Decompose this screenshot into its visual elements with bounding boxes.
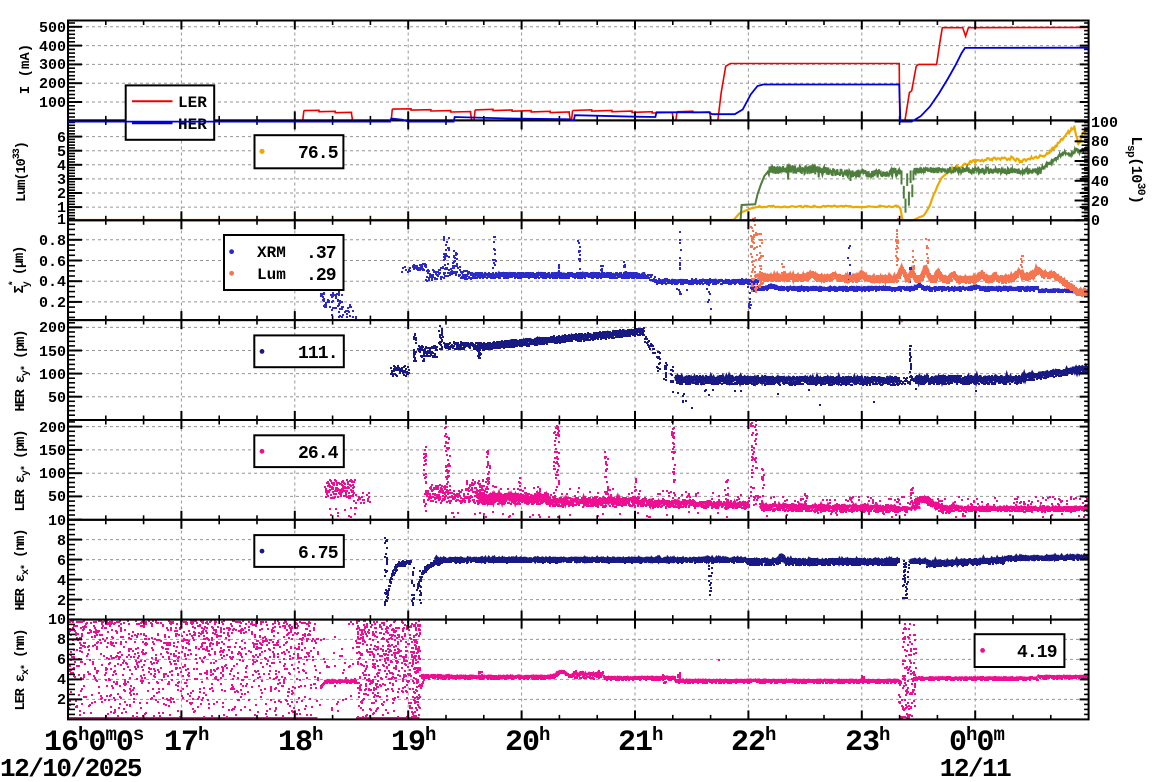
svg-text:.37: .37: [306, 244, 336, 264]
svg-text:8: 8: [57, 533, 66, 550]
svg-text:200: 200: [39, 76, 66, 93]
svg-text:1: 1: [57, 200, 66, 217]
svg-text:0.2: 0.2: [39, 295, 66, 312]
svg-text:18h: 18h: [278, 724, 323, 760]
svg-text:100: 100: [39, 367, 66, 384]
svg-text:12/11: 12/11: [940, 754, 1011, 782]
svg-text:.29: .29: [306, 266, 336, 286]
svg-text:4: 4: [57, 573, 66, 590]
svg-text:100: 100: [1091, 115, 1118, 132]
svg-text:I (mA): I (mA): [18, 44, 34, 94]
svg-text:2: 2: [57, 593, 66, 610]
svg-text:XRM: XRM: [257, 244, 286, 262]
svg-text:0.6: 0.6: [39, 254, 66, 271]
svg-text:LER εx* (nm): LER εx* (nm): [14, 629, 32, 710]
svg-text:4.19: 4.19: [1017, 643, 1057, 663]
svg-text:HER εy* (pm): HER εy* (pm): [14, 330, 32, 411]
svg-text:500: 500: [39, 20, 66, 37]
svg-text:50: 50: [48, 489, 66, 506]
svg-text:60: 60: [1091, 154, 1109, 171]
svg-text:0h0m: 0h0m: [949, 724, 1004, 760]
svg-text:100: 100: [39, 95, 66, 112]
svg-text:2: 2: [57, 692, 66, 709]
svg-text:20: 20: [1091, 194, 1109, 211]
svg-text:Lum: Lum: [257, 266, 286, 284]
svg-text:HER: HER: [178, 116, 207, 134]
svg-text:10: 10: [48, 513, 66, 530]
svg-text:10: 10: [48, 612, 66, 629]
svg-text:5: 5: [57, 144, 66, 161]
svg-text:0: 0: [1091, 213, 1100, 230]
svg-text:1: 1: [57, 212, 66, 229]
svg-text:4: 4: [57, 672, 66, 689]
svg-text:80: 80: [1091, 134, 1109, 151]
svg-text:23h: 23h: [845, 724, 890, 760]
svg-text:6: 6: [57, 130, 66, 147]
svg-text:40: 40: [1091, 174, 1109, 191]
svg-text:300: 300: [39, 57, 66, 74]
svg-text:2: 2: [57, 186, 66, 203]
svg-text:76.5: 76.5: [298, 144, 338, 164]
svg-text:200: 200: [39, 420, 66, 437]
svg-text:6.75: 6.75: [298, 544, 338, 564]
svg-text:50: 50: [48, 390, 66, 407]
svg-text:HER εx* (nm): HER εx* (nm): [14, 529, 32, 610]
svg-text:26.4: 26.4: [298, 444, 339, 464]
svg-text:LER εy* (pm): LER εy* (pm): [14, 430, 32, 511]
svg-text:150: 150: [39, 344, 66, 361]
svg-text:4: 4: [57, 158, 66, 175]
svg-text:6: 6: [57, 553, 66, 570]
svg-text:3: 3: [57, 172, 66, 189]
svg-text:6: 6: [57, 652, 66, 669]
svg-text:111.: 111.: [298, 344, 338, 364]
svg-text:200: 200: [39, 320, 66, 337]
svg-text:100: 100: [39, 466, 66, 483]
svg-text:LER: LER: [178, 94, 207, 112]
svg-text:16h0m0s: 16h0m0s: [44, 724, 144, 760]
svg-text:0.4: 0.4: [39, 274, 66, 291]
svg-text:8: 8: [57, 632, 66, 649]
svg-text:0.8: 0.8: [39, 233, 66, 250]
svg-text:400: 400: [39, 39, 66, 56]
svg-text:12/10/2025: 12/10/2025: [0, 754, 142, 782]
svg-text:150: 150: [39, 443, 66, 460]
